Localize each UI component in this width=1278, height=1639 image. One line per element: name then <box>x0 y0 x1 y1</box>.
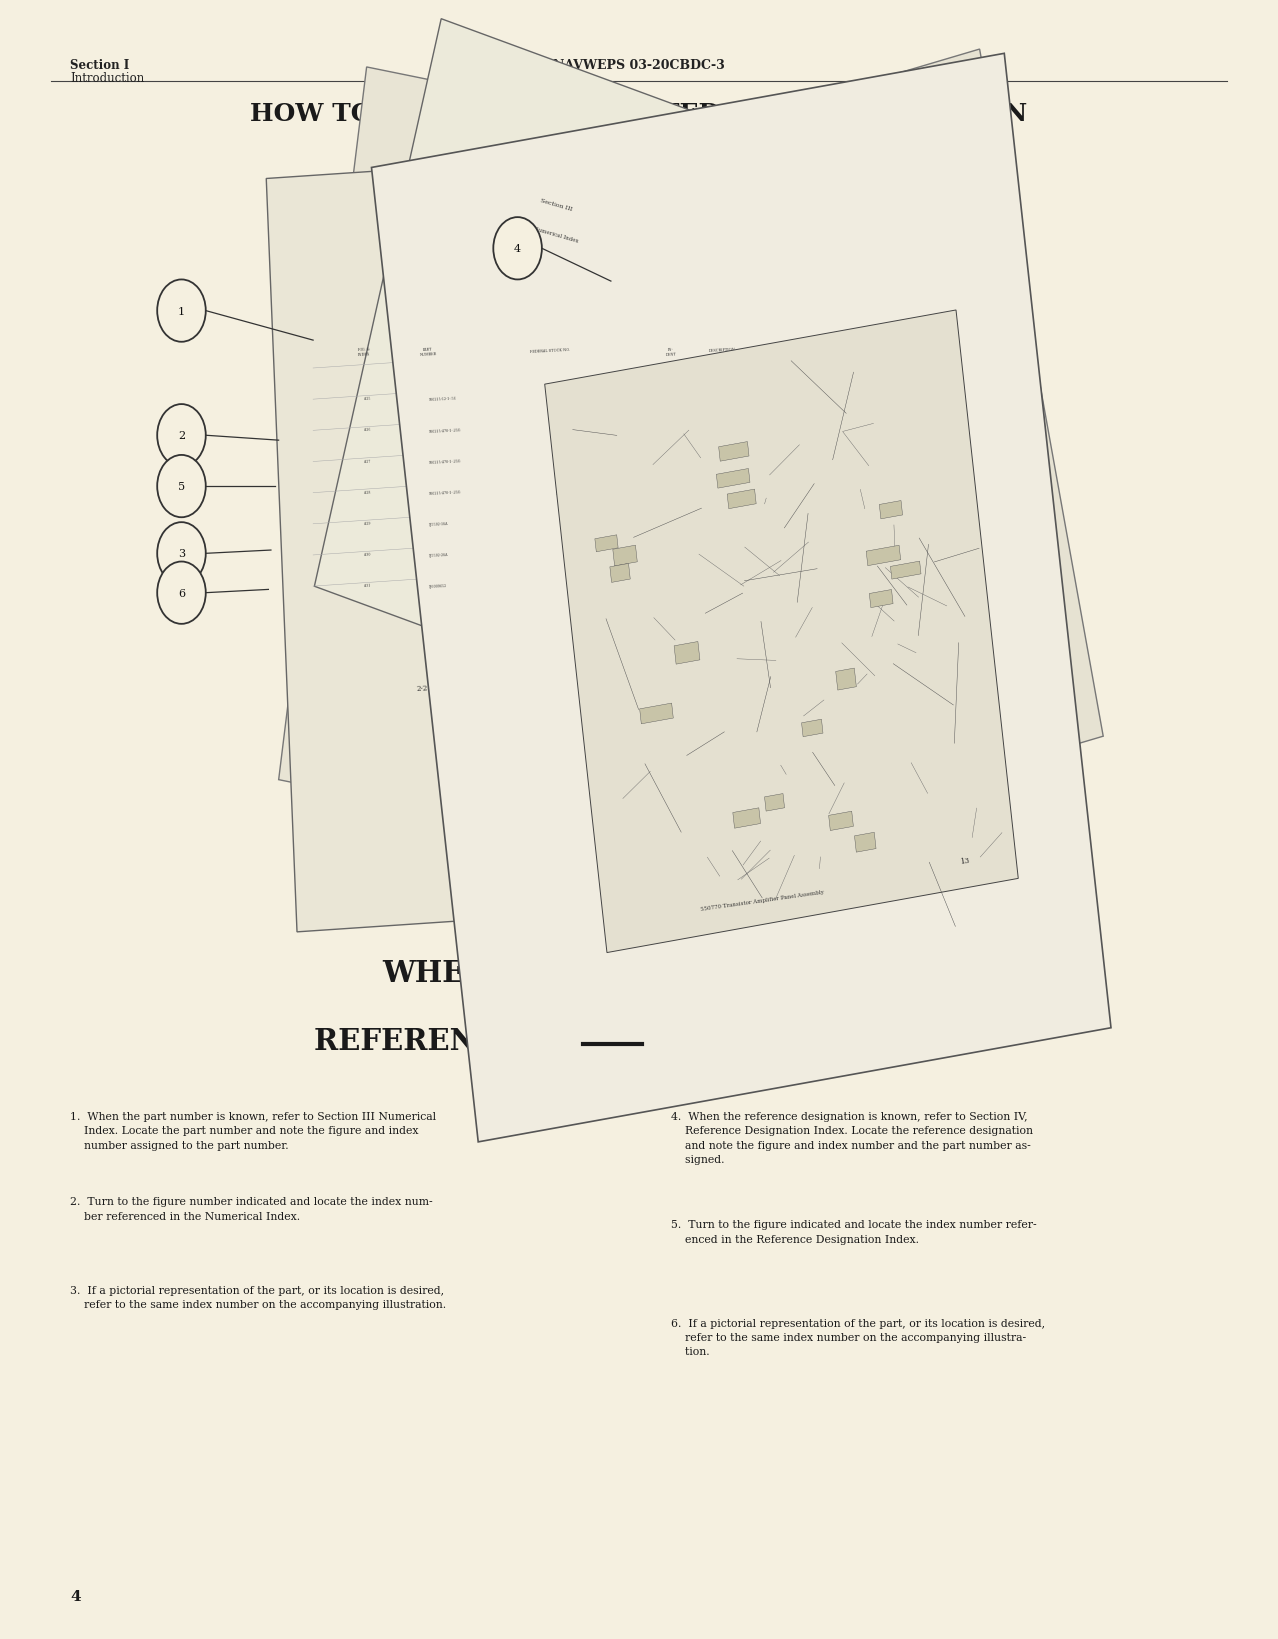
Text: INDEX: INDEX <box>882 339 897 346</box>
Text: REFERENCE DESIGNATION: REFERENCE DESIGNATION <box>864 308 925 325</box>
Polygon shape <box>764 793 785 811</box>
Text: ENCLOSURE: ENCLOSURE <box>728 428 750 433</box>
Text: 506215-470-1-.25G: 506215-470-1-.25G <box>428 459 461 464</box>
Polygon shape <box>594 536 619 552</box>
Text: SECTION IV: SECTION IV <box>886 280 916 293</box>
Text: 4: 4 <box>70 1588 81 1603</box>
Text: 1.  When the part number is known, refer to Section III Numerical
    Index. Loc: 1. When the part number is known, refer … <box>70 1111 436 1151</box>
Text: 550770 Transistor Amplifier Panel Assembly: 550770 Transistor Amplifier Panel Assemb… <box>700 888 824 911</box>
Text: Section II: Section II <box>604 275 635 282</box>
Text: 506215-12-1-.56: 506215-12-1-.56 <box>428 397 456 402</box>
Circle shape <box>493 218 542 280</box>
Polygon shape <box>732 808 760 829</box>
Text: 5J5592-20A: 5J5592-20A <box>428 552 447 557</box>
Polygon shape <box>544 311 1019 952</box>
Text: SOURCE
CODE: SOURCE CODE <box>828 347 846 357</box>
Text: 4-30: 4-30 <box>364 552 372 557</box>
Text: Numerical Index: Numerical Index <box>533 226 579 243</box>
Text: 5: 5 <box>178 482 185 492</box>
Text: 3.  If a pictorial representation of the part, or its location is desired,
    r: 3. If a pictorial representation of the … <box>70 1285 446 1310</box>
Text: 4-25: 4-25 <box>364 397 372 402</box>
Text: NAVWEPS 03-20CBDC-3: NAVWEPS 03-20CBDC-3 <box>553 59 725 72</box>
Polygon shape <box>801 720 823 738</box>
Text: RESISTOR: RESISTOR <box>728 490 746 495</box>
Text: 506215-470-1-.25G: 506215-470-1-.25G <box>428 490 461 495</box>
Text: 5905-671-0617: 5905-671-0617 <box>556 428 581 433</box>
Text: 2: 2 <box>178 431 185 441</box>
Polygon shape <box>314 20 797 718</box>
Polygon shape <box>866 546 901 567</box>
Text: 5905-671-0617: 5905-671-0617 <box>556 459 581 464</box>
Text: FEDERAL STOCK NO.: FEDERAL STOCK NO. <box>529 347 570 354</box>
Text: DESCRIPTION: DESCRIPTION <box>708 347 736 352</box>
Text: 3: 3 <box>178 549 185 559</box>
Polygon shape <box>640 703 674 724</box>
Polygon shape <box>869 590 893 608</box>
Text: IN-
DENT: IN- DENT <box>666 347 676 357</box>
Text: 506215-470-1-.25G: 506215-470-1-.25G <box>428 428 461 433</box>
Polygon shape <box>610 564 630 583</box>
Circle shape <box>157 405 206 467</box>
Circle shape <box>157 523 206 585</box>
Text: FIG. &
INDEX: FIG. & INDEX <box>358 347 371 357</box>
Text: Introduction: Introduction <box>70 72 144 85</box>
Polygon shape <box>482 51 1103 883</box>
Text: 4-29: 4-29 <box>364 521 372 526</box>
Text: Section III: Section III <box>539 198 573 211</box>
Polygon shape <box>674 642 700 665</box>
Text: HOW TO USE THE ILLUSTRATED PARTS BREAKDOWN: HOW TO USE THE ILLUSTRATED PARTS BREAKDO… <box>250 102 1028 126</box>
Text: 2: 2 <box>675 459 677 464</box>
Polygon shape <box>727 490 757 510</box>
Text: 2: 2 <box>675 490 677 495</box>
Polygon shape <box>717 469 750 488</box>
Text: Section I: Section I <box>70 59 129 72</box>
Polygon shape <box>879 502 902 520</box>
Circle shape <box>157 280 206 343</box>
Text: RESISTOR - Fixed, CERAMIC: RESISTOR - Fixed, CERAMIC <box>728 397 777 403</box>
Polygon shape <box>828 811 854 831</box>
Polygon shape <box>612 546 638 567</box>
Text: 4.  When the reference designation is known, refer to Section IV,
    Reference : 4. When the reference designation is kno… <box>671 1111 1033 1164</box>
Text: 5.  Turn to the figure indicated and locate the index number refer-
    enced in: 5. Turn to the figure indicated and loca… <box>671 1219 1036 1244</box>
Text: 5J5592-10A: 5J5592-10A <box>428 521 447 526</box>
Text: REFERENCE DESIGNATION IS KNOWN: REFERENCE DESIGNATION IS KNOWN <box>314 1026 964 1056</box>
Text: 5905-671-0617: 5905-671-0617 <box>556 490 581 495</box>
Text: USABLE
ON
QTY.: USABLE ON QTY. <box>874 347 889 362</box>
Text: 4: 4 <box>514 244 521 254</box>
Text: RESISTOR: RESISTOR <box>728 459 746 464</box>
Text: 2: 2 <box>675 428 677 433</box>
Text: PART
NUMBER: PART NUMBER <box>419 347 437 357</box>
Polygon shape <box>891 562 921 580</box>
Polygon shape <box>855 833 875 852</box>
Circle shape <box>157 562 206 624</box>
Polygon shape <box>279 67 872 883</box>
Text: 2-2: 2-2 <box>415 683 428 693</box>
Text: 6: 6 <box>178 588 185 598</box>
Text: 5905-752-6461: 5905-752-6461 <box>556 397 581 402</box>
Text: 2.  Turn to the figure number indicated and locate the index num-
    ber refere: 2. Turn to the figure number indicated a… <box>70 1196 433 1221</box>
Text: Group Assembly Parts List: Group Assembly Parts List <box>583 302 657 311</box>
Polygon shape <box>266 133 987 933</box>
Text: 4-31: 4-31 <box>364 583 372 588</box>
Text: 2: 2 <box>675 397 677 402</box>
Text: Group Assembly Parts List: Group Assembly Parts List <box>822 452 878 459</box>
Text: 13: 13 <box>960 856 970 865</box>
Text: 4-28: 4-28 <box>364 490 372 495</box>
Text: Section II: Section II <box>843 423 869 429</box>
Polygon shape <box>718 443 749 462</box>
Text: 5J6009652: 5J6009652 <box>428 583 446 588</box>
Text: 4-27: 4-27 <box>364 459 372 464</box>
Polygon shape <box>372 54 1111 1142</box>
Text: 6.  If a pictorial representation of the part, or its location is desired,
    r: 6. If a pictorial representation of the … <box>671 1318 1045 1357</box>
Circle shape <box>157 456 206 518</box>
Text: 1: 1 <box>178 306 185 316</box>
Text: WHEN THE PART NUMBER OR: WHEN THE PART NUMBER OR <box>382 959 896 988</box>
Polygon shape <box>836 669 856 690</box>
Text: 4-26: 4-26 <box>364 428 372 433</box>
